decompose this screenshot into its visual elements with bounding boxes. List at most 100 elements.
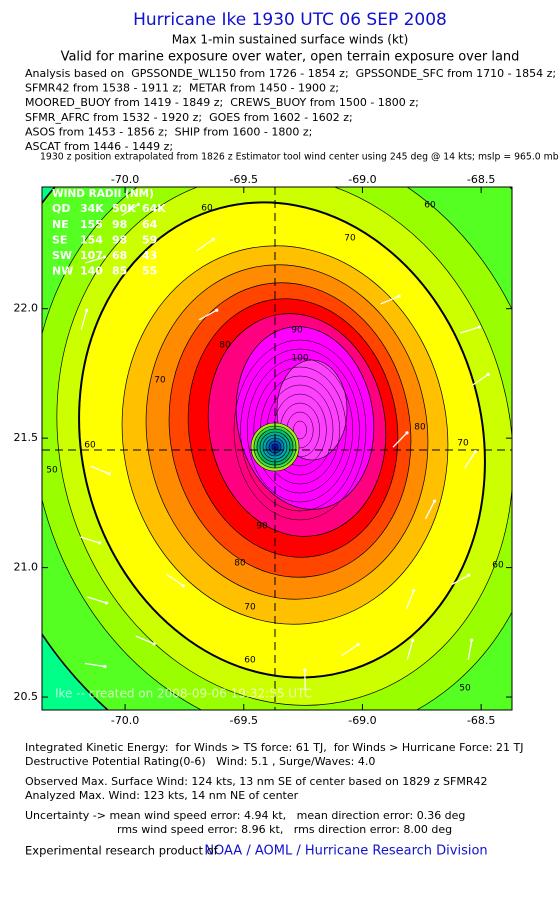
x-tick-label-top: -70.0 xyxy=(111,173,139,186)
radii-header: 50K xyxy=(112,202,136,215)
radii-header: 34K xyxy=(80,202,104,215)
contour-label: 60 xyxy=(201,204,213,214)
radii-cell: SE xyxy=(52,234,67,247)
x-tick-label-bottom: -69.0 xyxy=(348,714,376,727)
contour-label: 90 xyxy=(256,522,268,532)
wind-arrow xyxy=(166,573,184,587)
wind-arrow xyxy=(135,635,155,645)
wind-arrow-head xyxy=(104,601,109,605)
y-tick-label: 21.5 xyxy=(14,431,39,444)
wind-arrow-head xyxy=(356,642,360,646)
contour-label: 90 xyxy=(291,326,303,336)
wind-arrow-head xyxy=(467,573,471,577)
wind-arrow xyxy=(80,310,88,330)
contour-label: 70 xyxy=(154,376,166,386)
wind-arrow-head xyxy=(411,638,415,642)
wind-arrow xyxy=(392,432,408,448)
source-line: ASCAT from 1446 - 1449 z; xyxy=(25,140,173,153)
wind-arrow-head xyxy=(97,541,102,545)
footer-line: rms wind speed error: 8.96 kt, rms direc… xyxy=(117,823,452,836)
wind-arrow-head xyxy=(102,255,107,259)
plot-area: 60 70 60 80 70 90 100 80 70 60 60 70 80 90 50 50 60 WIND … xyxy=(42,187,512,710)
wind-arrow xyxy=(341,643,359,657)
wind-arrow-head xyxy=(473,449,478,454)
valid-line: Valid for marine exposure over water, op… xyxy=(61,50,520,65)
contour-label: 70 xyxy=(244,603,256,613)
radii-header: QD xyxy=(52,202,70,215)
wind-arrow-head xyxy=(211,237,215,241)
wind-arrow-head xyxy=(152,642,156,646)
radii-cell: 64 xyxy=(142,218,158,231)
inner-contour xyxy=(253,366,347,494)
footer-line: Uncertainty -> mean wind speed error: 4.… xyxy=(25,809,465,822)
wind-arrow xyxy=(406,640,414,660)
wind-arrow xyxy=(460,326,480,334)
radii-title: WIND RADII (NM) xyxy=(52,188,154,200)
contour-label: 60 xyxy=(84,441,96,451)
wind-arrow xyxy=(87,596,107,604)
radii-cell: 85 xyxy=(112,265,127,278)
wind-arrow-head xyxy=(107,472,111,476)
x-tick-label-bottom: -69.5 xyxy=(230,714,258,727)
footer-line: Destructive Potential Rating(0-6) Wind: … xyxy=(25,755,375,768)
contour-label: 60 xyxy=(492,561,504,571)
wind-arrow-head xyxy=(181,584,185,588)
radii-cell: NW xyxy=(52,265,73,278)
watermark: Ike -- created on 2008-09-06 19:32:55 UT… xyxy=(55,687,312,701)
y-tick-label: 21.0 xyxy=(14,561,39,574)
radii-cell: 59 xyxy=(142,234,157,247)
wind-arrow-head xyxy=(486,372,490,376)
radii-cell: NE xyxy=(52,218,69,231)
wind-arrow xyxy=(471,373,489,387)
footer-line: Analyzed Max. Wind: 123 kts, 14 nm NE of… xyxy=(25,789,299,802)
source-line: Analysis based on GPSSONDE_WL150 from 17… xyxy=(25,67,556,80)
wind-arrow-head xyxy=(412,589,416,593)
wind-arrow xyxy=(405,590,415,610)
x-tick-label-bottom: -68.5 xyxy=(467,714,495,727)
footer-line: Observed Max. Surface Wind: 124 kts, 13 … xyxy=(25,775,488,788)
wind-arrow xyxy=(467,640,473,660)
contour-label: 50 xyxy=(46,466,58,476)
radii-cell: 43 xyxy=(142,249,157,262)
source-line: MOORED_BUOY from 1419 - 1849 z; CREWS_BU… xyxy=(25,96,419,109)
wind-arrow-head xyxy=(477,325,482,329)
inner-contour xyxy=(246,357,354,503)
credit-link[interactable]: NOAA / AOML / Hurricane Research Divisio… xyxy=(204,844,487,859)
wind-arrow xyxy=(424,500,436,520)
title: Hurricane Ike 1930 UTC 06 SEP 2008 xyxy=(133,10,447,30)
x-tick-label-bottom: -70.0 xyxy=(111,714,139,727)
wind-arrow-head xyxy=(397,294,401,298)
radii-cell: 107 xyxy=(80,249,103,262)
contour-label: 60 xyxy=(244,656,256,666)
wind-arrow-head xyxy=(405,431,409,435)
source-line: SFMR42 from 1538 - 1911 z; METAR from 14… xyxy=(25,82,339,95)
subtitle: Max 1-min sustained surface winds (kt) xyxy=(172,33,409,47)
radii-cell: 154 xyxy=(80,234,103,247)
radii-cell: 155 xyxy=(80,218,103,231)
wind-arrow-head xyxy=(215,308,219,312)
wind-arrow xyxy=(80,536,100,544)
wind-arrow xyxy=(121,203,139,217)
note: 1930 z position extrapolated from 1826 z… xyxy=(40,152,559,163)
x-tick-label-top: -69.5 xyxy=(230,173,258,186)
source-line: ASOS from 1453 - 1856 z; SHIP from 1600 … xyxy=(25,125,312,138)
radii-cell: SW xyxy=(52,249,72,262)
wind-arrow xyxy=(90,465,110,475)
y-tick-label: 22.0 xyxy=(14,302,39,315)
radii-cell: 98 xyxy=(112,234,127,247)
wind-arrow-head xyxy=(136,202,140,206)
contour-label: 50 xyxy=(459,684,471,694)
wind-arrow-head xyxy=(303,668,307,672)
wind-arrow-head xyxy=(85,308,89,312)
wind-arrow xyxy=(196,238,214,252)
contour-label: 60 xyxy=(424,201,436,211)
radii-cell: 68 xyxy=(112,249,127,262)
y-tick-label: 20.5 xyxy=(14,690,39,703)
wind-arrow xyxy=(380,295,400,305)
wind-arrow xyxy=(198,309,218,321)
inner-contour xyxy=(233,339,367,521)
x-tick-label-top: -68.5 xyxy=(467,173,495,186)
wind-arrow-head xyxy=(103,664,107,669)
wind-arrow xyxy=(304,669,306,691)
